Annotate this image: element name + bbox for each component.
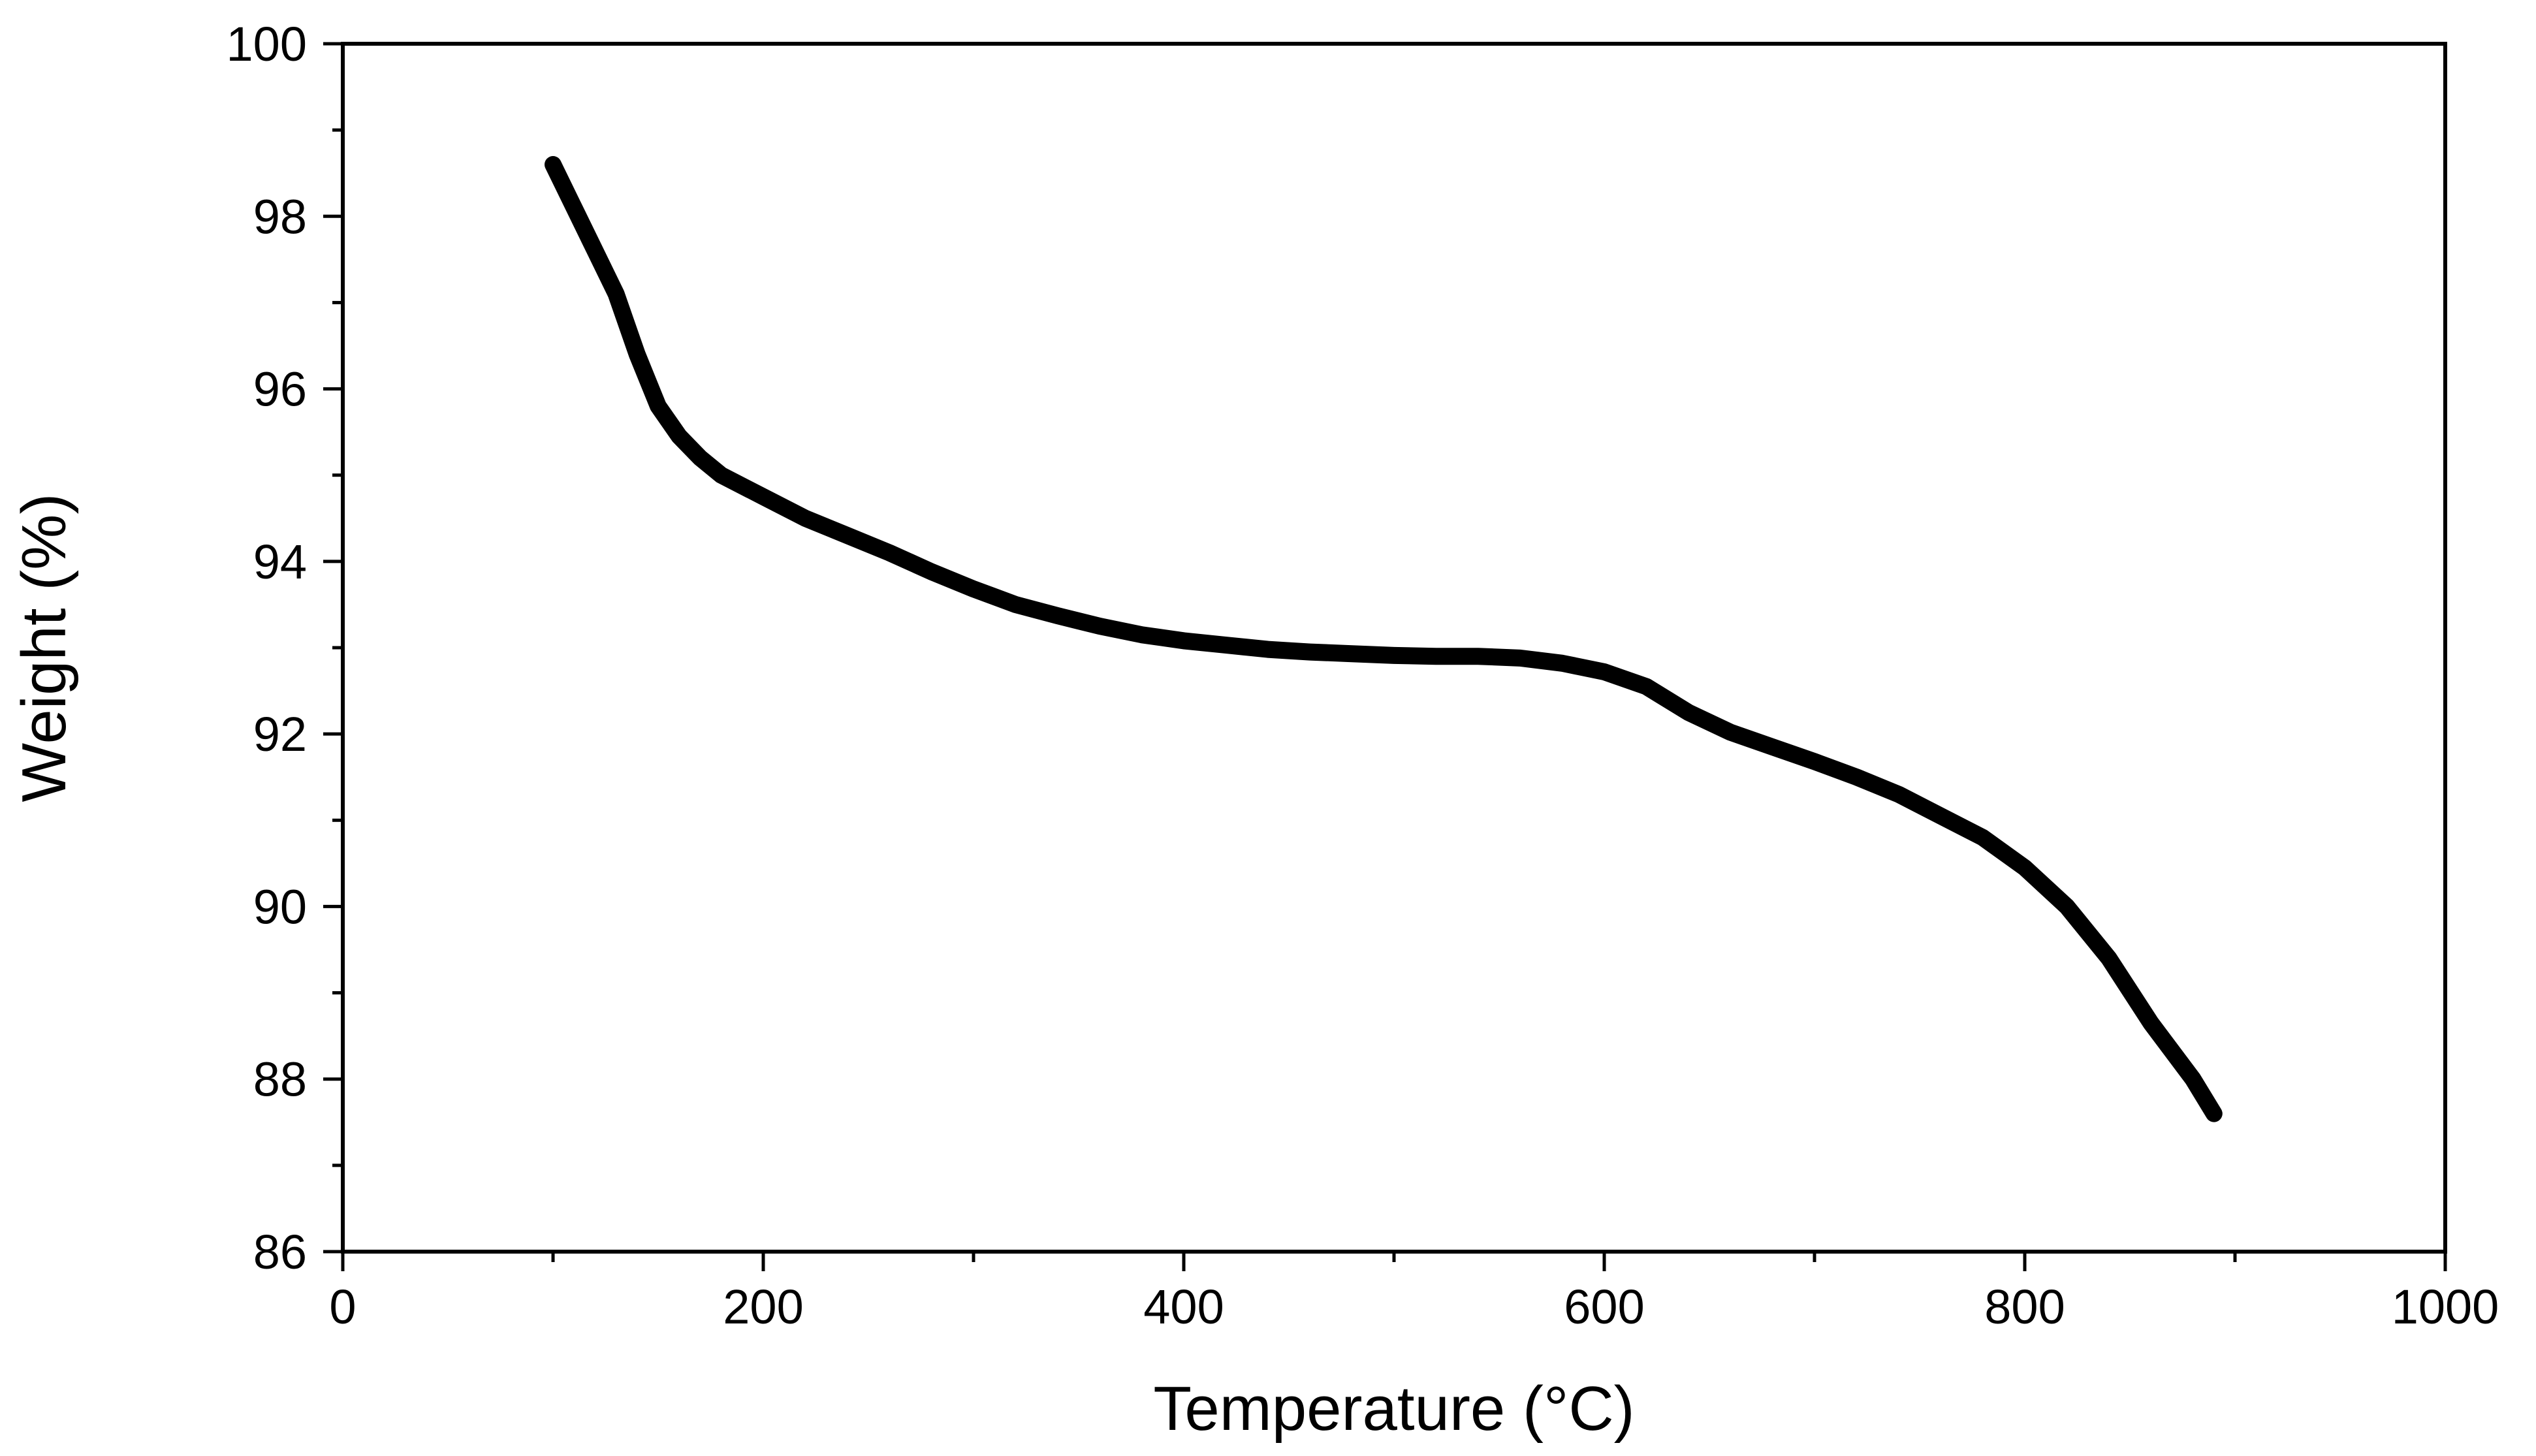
y-tick-label: 94 — [253, 535, 307, 589]
y-tick-label: 86 — [253, 1225, 307, 1279]
x-tick-label: 800 — [1984, 1280, 2065, 1334]
y-axis: 86 88 90 92 94 96 98 100 — [227, 17, 343, 1279]
series-line-tga — [545, 156, 2223, 1122]
y-tick-label: 96 — [253, 362, 307, 417]
x-axis-title: Temperature (°C) — [1153, 1374, 1634, 1444]
x-tick-label: 0 — [329, 1280, 356, 1334]
y-tick-label: 92 — [253, 707, 307, 761]
x-axis: 0 200 400 600 800 1000 — [329, 1252, 2499, 1334]
y-tick-label: 90 — [253, 879, 307, 934]
x-tick-label: 1000 — [2392, 1280, 2499, 1334]
y-axis-title: Weight (%) — [9, 493, 79, 802]
x-tick-label: 400 — [1143, 1280, 1224, 1334]
x-tick-label: 600 — [1564, 1280, 1644, 1334]
y-tick-label: 98 — [253, 189, 307, 244]
x-tick-label: 200 — [723, 1280, 803, 1334]
y-tick-label: 100 — [227, 17, 307, 71]
y-tick-label: 88 — [253, 1052, 307, 1107]
